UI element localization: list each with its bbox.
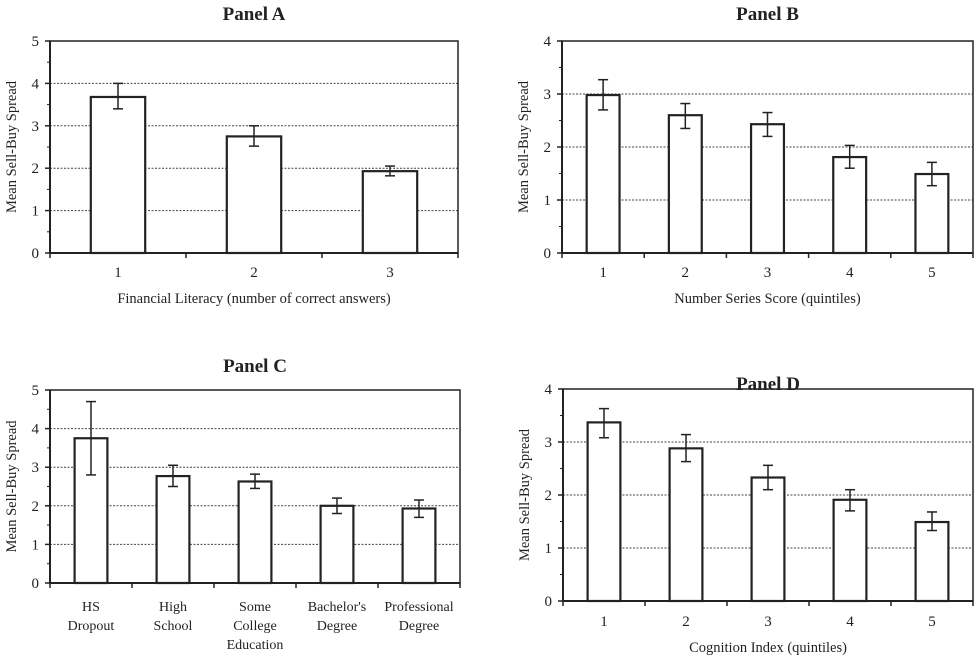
y-tick-label: 1: [545, 541, 553, 557]
panel-title: Panel D: [736, 374, 800, 395]
y-tick-label: 3: [544, 87, 552, 103]
x-tick-label: 3: [764, 265, 772, 281]
panel-b: Panel B 0 1 2 3 4 1 2 3 4 5 Number Series Score (qu…: [516, 4, 974, 307]
x-tick-label: School: [154, 619, 193, 634]
x-tick-label: HS: [82, 600, 100, 615]
y-axis-label: Mean Sell-Buy Spread: [4, 80, 20, 213]
bar: [832, 498, 868, 603]
panel-title: Panel C: [223, 356, 287, 377]
bar: [914, 172, 950, 255]
y-tick-label: 2: [545, 488, 553, 504]
y-tick-label: 0: [32, 576, 40, 592]
x-tick-label: 4: [846, 265, 854, 281]
x-tick-label: 4: [846, 614, 854, 630]
bar: [361, 170, 419, 255]
bar: [832, 155, 868, 255]
y-tick-label: 0: [32, 246, 40, 262]
panel-d: Panel D 0 1 2 3 4 1 2 3 4 5 Cognition Index (quinti…: [517, 374, 974, 656]
bar: [749, 123, 786, 255]
y-axis-label: Mean Sell-Buy Spread: [517, 428, 533, 561]
x-tick-label: Bachelor's: [308, 600, 367, 615]
y-tick-label: 1: [32, 537, 40, 553]
bar: [225, 135, 283, 255]
y-tick-label: 3: [32, 119, 40, 135]
y-tick-label: 3: [32, 460, 40, 476]
y-tick-label: 5: [32, 383, 40, 399]
panel-c: Panel C 0 1 2 3 4 5 HS Dropout High School Some Coll…: [4, 356, 461, 653]
y-tick-label: 0: [544, 246, 552, 262]
y-tick-label: 0: [545, 594, 553, 610]
bar: [667, 114, 703, 255]
bar: [668, 447, 704, 603]
panel-title: Panel A: [223, 4, 286, 25]
y-axis-label: Mean Sell-Buy Spread: [516, 80, 532, 213]
bar: [586, 421, 622, 603]
x-tick-label: Degree: [399, 619, 439, 634]
y-tick-label: 2: [32, 161, 40, 177]
x-tick-label: 2: [250, 265, 258, 281]
bar: [155, 474, 191, 585]
y-tick-label: 4: [32, 76, 40, 92]
x-axis-label: Cognition Index (quintiles): [689, 640, 847, 656]
x-tick-label: 2: [682, 265, 690, 281]
bar: [585, 93, 621, 255]
x-tick-label: College: [233, 619, 277, 634]
panel-a: Panel A 0 1 2 3 4 5 1 2 3 Financial Literacy (numb…: [4, 4, 459, 307]
y-tick-label: 1: [32, 204, 40, 220]
x-tick-label: Some: [239, 600, 271, 615]
y-tick-label: 3: [545, 435, 553, 451]
x-tick-label: Degree: [317, 619, 357, 634]
y-tick-label: 2: [32, 499, 40, 515]
x-tick-label: 1: [114, 265, 122, 281]
y-axis-label: Mean Sell-Buy Spread: [4, 420, 20, 553]
y-tick-label: 1: [544, 193, 552, 209]
x-axis-label: Financial Literacy (number of correct an…: [117, 291, 391, 307]
x-tick-label: 5: [928, 265, 936, 281]
x-tick-label: 2: [682, 614, 690, 630]
x-tick-label: 3: [764, 614, 772, 630]
y-tick-label: 4: [544, 34, 552, 50]
x-tick-label: Dropout: [68, 619, 115, 634]
x-tick-label: 1: [600, 614, 608, 630]
bar: [319, 504, 355, 585]
bar: [89, 95, 147, 255]
y-tick-label: 5: [32, 34, 40, 50]
y-tick-label: 4: [545, 382, 553, 398]
panel-title: Panel B: [736, 4, 799, 25]
bar: [914, 520, 950, 603]
x-tick-label: Professional: [384, 600, 453, 615]
x-tick-label: 5: [928, 614, 936, 630]
bar: [401, 507, 437, 585]
x-tick-label: Education: [227, 638, 284, 653]
x-tick-label: 1: [599, 265, 607, 281]
bar: [237, 480, 273, 585]
y-tick-label: 4: [32, 422, 40, 438]
x-tick-label: High: [159, 600, 187, 615]
x-axis-label: Number Series Score (quintiles): [674, 291, 861, 307]
x-tick-label: 3: [386, 265, 394, 281]
bar: [750, 476, 786, 603]
y-tick-label: 2: [544, 140, 552, 156]
